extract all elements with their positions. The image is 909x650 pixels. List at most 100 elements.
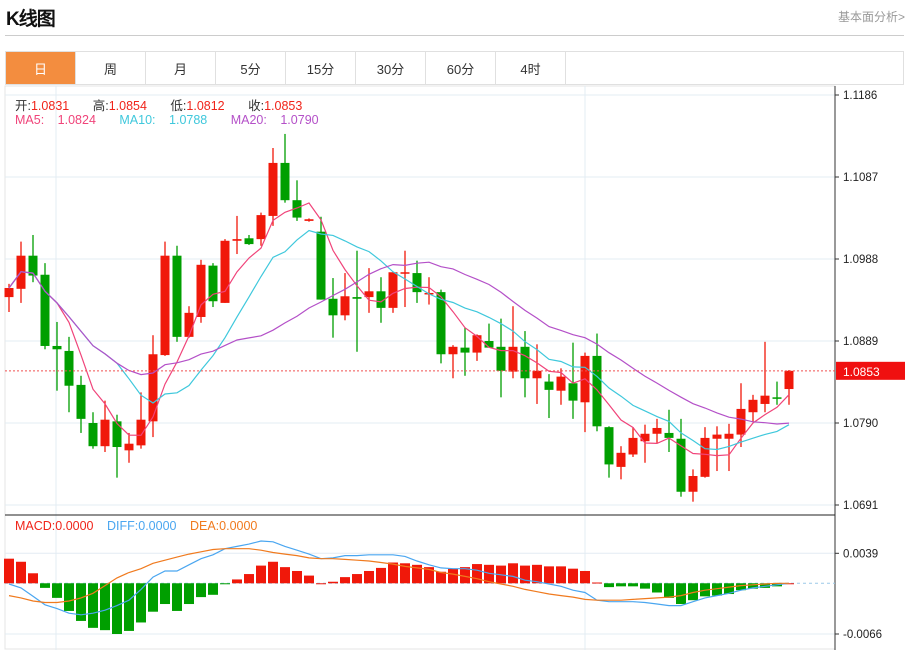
candle [28,234,38,283]
tab-7[interactable]: 4时 [496,52,566,84]
ma5-label: MA5: [15,113,45,127]
candle [304,218,314,222]
tab-0[interactable]: 日 [6,52,76,84]
ohlc-legend: 开:1.0831 高:1.0854 低:1.0812 收:1.0853 [15,95,322,114]
tab-4[interactable]: 15分 [286,52,356,84]
tab-3[interactable]: 5分 [216,52,286,84]
ma10-label: MA10: [119,113,156,127]
candle-body [784,370,794,390]
candle-body [100,419,110,447]
ma-legend: MA5: 1.0824 MA10: 1.0788 MA20: 1.0790 [15,113,339,127]
high-value: 1.0854 [108,99,147,113]
candle-body [52,345,62,350]
candle-body [688,476,698,492]
candle [568,342,578,419]
candle-body [112,421,122,448]
candle-body [568,383,578,401]
current-price-label: 1.0853 [843,365,880,379]
candle [64,336,74,413]
candle-body [736,408,746,435]
candle-body [712,434,722,439]
macd-bar [400,563,410,584]
macd-bar [364,570,374,584]
candle-body [208,265,218,302]
candle [700,427,710,478]
macd-bar [688,583,698,601]
candle [292,180,302,221]
candle-body [556,376,566,391]
candle [760,341,770,413]
macd-bar [244,574,254,584]
macd-bar [604,583,614,588]
macd-bar [376,567,386,584]
macd-bar [436,571,446,584]
candle [232,215,242,255]
macd-bar [76,583,86,621]
candle [376,277,386,323]
macd-bar [640,583,650,589]
candle [316,216,326,300]
tab-2[interactable]: 月 [146,52,216,84]
macd-bar [160,583,170,605]
candle-body [544,381,554,390]
candle-body [136,419,146,446]
candle-body [244,238,254,245]
candle-body [664,432,674,438]
macd-y-tick-label: -0.0066 [843,629,882,641]
period-tabs: 日周月 5分 15分 30分 60分 4时 [5,51,904,85]
candle-body [508,346,518,372]
candle [592,333,602,432]
macd-bar [448,568,458,584]
y-tick-label: 1.0790 [843,418,878,430]
macd-bar [136,583,146,623]
ma5-value: 1.0824 [57,113,96,127]
macd-bar [580,570,590,584]
candle-body [472,335,482,353]
macd-bar [88,583,98,628]
candle [52,321,62,391]
open-value: 1.0831 [30,99,70,113]
candle [712,426,722,472]
tab-6[interactable]: 60分 [426,52,496,84]
macd-bar [628,583,638,587]
ma10-value: 1.0788 [169,113,208,127]
macd-value: MACD:0.0000 [15,519,94,533]
macd-bar [664,583,674,598]
candle [4,283,14,313]
candle-body [364,291,374,298]
macd-y-tick-label: 0.0039 [843,548,878,560]
candle-body [520,346,530,379]
macd-bar [328,581,338,584]
dea-line [8,548,789,604]
candle [544,374,554,419]
candle-body [328,298,338,316]
candle-body [4,287,14,298]
candle-body [436,292,446,355]
low-value: 1.0812 [186,99,225,113]
candle-body [652,427,662,434]
ma20-value: 1.0790 [280,113,319,127]
candle [676,418,686,497]
candle [436,289,446,364]
candle-body [172,255,182,337]
tab-1[interactable]: 周 [76,52,146,84]
dea-value: DEA:0.0000 [189,519,258,533]
candle-body [412,273,422,293]
candle-body [748,399,758,413]
candle-body [724,433,734,439]
candle [148,335,158,438]
fundamental-analysis-link[interactable]: 基本面分析> [837,10,905,24]
plot-frame [4,85,836,650]
candle-body [220,240,230,303]
macd-bar [316,583,326,585]
macd-bar [196,583,206,598]
y-tick-label: 1.0691 [843,500,878,512]
macd-bar [520,565,530,584]
candle-body [28,255,38,276]
candle [640,424,650,463]
close-value: 1.0853 [264,99,303,113]
tab-5[interactable]: 30分 [356,52,426,84]
candle [256,212,266,246]
candle [688,469,698,502]
